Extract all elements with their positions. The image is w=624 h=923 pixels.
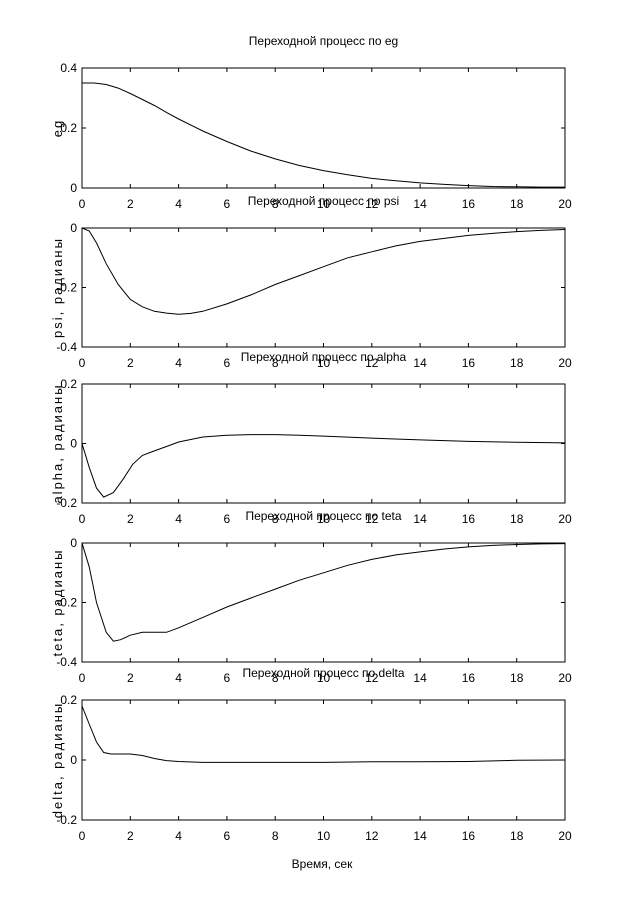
x-tick-label: 4: [175, 512, 182, 526]
x-tick-label: 12: [365, 829, 379, 843]
x-tick-label: 10: [317, 671, 331, 685]
x-tick-label: 18: [510, 671, 524, 685]
x-tick-label: 18: [510, 829, 524, 843]
x-tick-label: 2: [127, 829, 134, 843]
y-tick-label: 0: [70, 181, 77, 195]
x-tick-label: 20: [558, 829, 572, 843]
y-axis-label: eg: [50, 119, 65, 137]
chart-panel-0: 0 2 4 6 8 10 12 14 16 18 20 0.4 0.2 0 Переходной проце…: [50, 34, 572, 211]
x-tick-label: 16: [462, 356, 476, 370]
chart-title: Переходной процесс по eg: [249, 34, 398, 48]
x-tick-label: 12: [365, 197, 379, 211]
y-tick-label: 0.2: [60, 121, 77, 135]
figure-x-axis-label: Время, сек: [292, 857, 353, 871]
x-tick-label: 14: [413, 197, 427, 211]
x-tick-label: 8: [272, 512, 279, 526]
x-tick-label: 18: [510, 197, 524, 211]
y-axis-label: alpha, радианы: [50, 383, 65, 503]
x-tick-label: 20: [558, 671, 572, 685]
y-axis-label: delta, радианы: [50, 702, 65, 818]
plot-frame: [81, 699, 566, 821]
plot-frame: [81, 227, 566, 348]
x-tick-label: 10: [317, 356, 331, 370]
y-tick-label: -0.4: [56, 340, 77, 354]
x-tick-label: 20: [558, 512, 572, 526]
x-tick-label: 0: [79, 829, 86, 843]
x-tick-label: 10: [317, 197, 331, 211]
x-tick-label: 2: [127, 197, 134, 211]
x-tick-label: 0: [79, 197, 86, 211]
x-tick-label: 8: [272, 671, 279, 685]
x-tick-label: 4: [175, 671, 182, 685]
x-tick-label: 6: [224, 512, 231, 526]
series-line: [81, 542, 566, 642]
x-tick-label: 12: [365, 512, 379, 526]
chart-title: Переходной процесс по teta: [245, 509, 401, 523]
plot-frame: [81, 67, 566, 189]
x-tick-label: 2: [127, 671, 134, 685]
chart-title: Переходной процесс по delta: [242, 666, 404, 680]
x-tick-label: 18: [510, 512, 524, 526]
x-tick-label: 14: [413, 829, 427, 843]
x-tick-label: 20: [558, 356, 572, 370]
x-tick-label: 16: [462, 671, 476, 685]
x-tick-label: 2: [127, 512, 134, 526]
series-line: [81, 705, 566, 763]
x-tick-label: 0: [79, 356, 86, 370]
series-line: [82, 82, 565, 188]
x-tick-label: 6: [224, 671, 231, 685]
x-tick-label: 10: [317, 829, 331, 843]
y-axis-label: psi, радианы: [50, 237, 65, 338]
x-tick-label: 6: [224, 197, 231, 211]
x-tick-label: 8: [272, 829, 279, 843]
x-tick-label: 10: [317, 512, 331, 526]
plot-frame: [81, 542, 566, 663]
y-tick-label: 0: [70, 221, 77, 235]
series-line: [81, 227, 566, 315]
x-tick-label: 14: [413, 512, 427, 526]
x-tick-label: 14: [413, 356, 427, 370]
x-tick-label: 14: [413, 671, 427, 685]
x-tick-label: 0: [79, 512, 86, 526]
x-tick-label: 6: [224, 829, 231, 843]
x-tick-label: 4: [175, 356, 182, 370]
y-tick-label: -0.4: [56, 655, 77, 669]
x-tick-label: 0: [79, 671, 86, 685]
y-tick-label: -0.2: [56, 281, 77, 295]
x-tick-label: 12: [365, 671, 379, 685]
series-line: [81, 434, 566, 498]
y-tick-label: -0.2: [56, 496, 77, 510]
y-tick-label: 0.2: [60, 377, 77, 391]
x-tick-label: 8: [272, 197, 279, 211]
y-tick-label: 0: [70, 753, 77, 767]
chart-title: Переходной процесс по alpha: [241, 350, 407, 364]
y-tick-label: 0: [70, 437, 77, 451]
x-tick-label: 16: [462, 512, 476, 526]
chart-title: Переходной процесс по psi: [248, 194, 399, 208]
x-tick-label: 4: [175, 197, 182, 211]
x-tick-label: 2: [127, 356, 134, 370]
x-tick-label: 16: [462, 829, 476, 843]
x-tick-label: 20: [558, 197, 572, 211]
y-tick-label: 0.4: [60, 61, 77, 75]
y-tick-label: -0.2: [56, 813, 77, 827]
x-tick-label: 4: [175, 829, 182, 843]
y-axis-label: teta, радианы: [50, 549, 65, 657]
y-tick-label: 0.2: [60, 693, 77, 707]
x-tick-label: 12: [365, 356, 379, 370]
x-tick-label: 6: [224, 356, 231, 370]
y-tick-label: -0.2: [56, 596, 77, 610]
x-tick-label: 18: [510, 356, 524, 370]
plot-frame: [81, 383, 566, 504]
x-tick-label: 8: [272, 356, 279, 370]
x-tick-label: 16: [462, 197, 476, 211]
y-tick-label: 0: [70, 536, 77, 550]
